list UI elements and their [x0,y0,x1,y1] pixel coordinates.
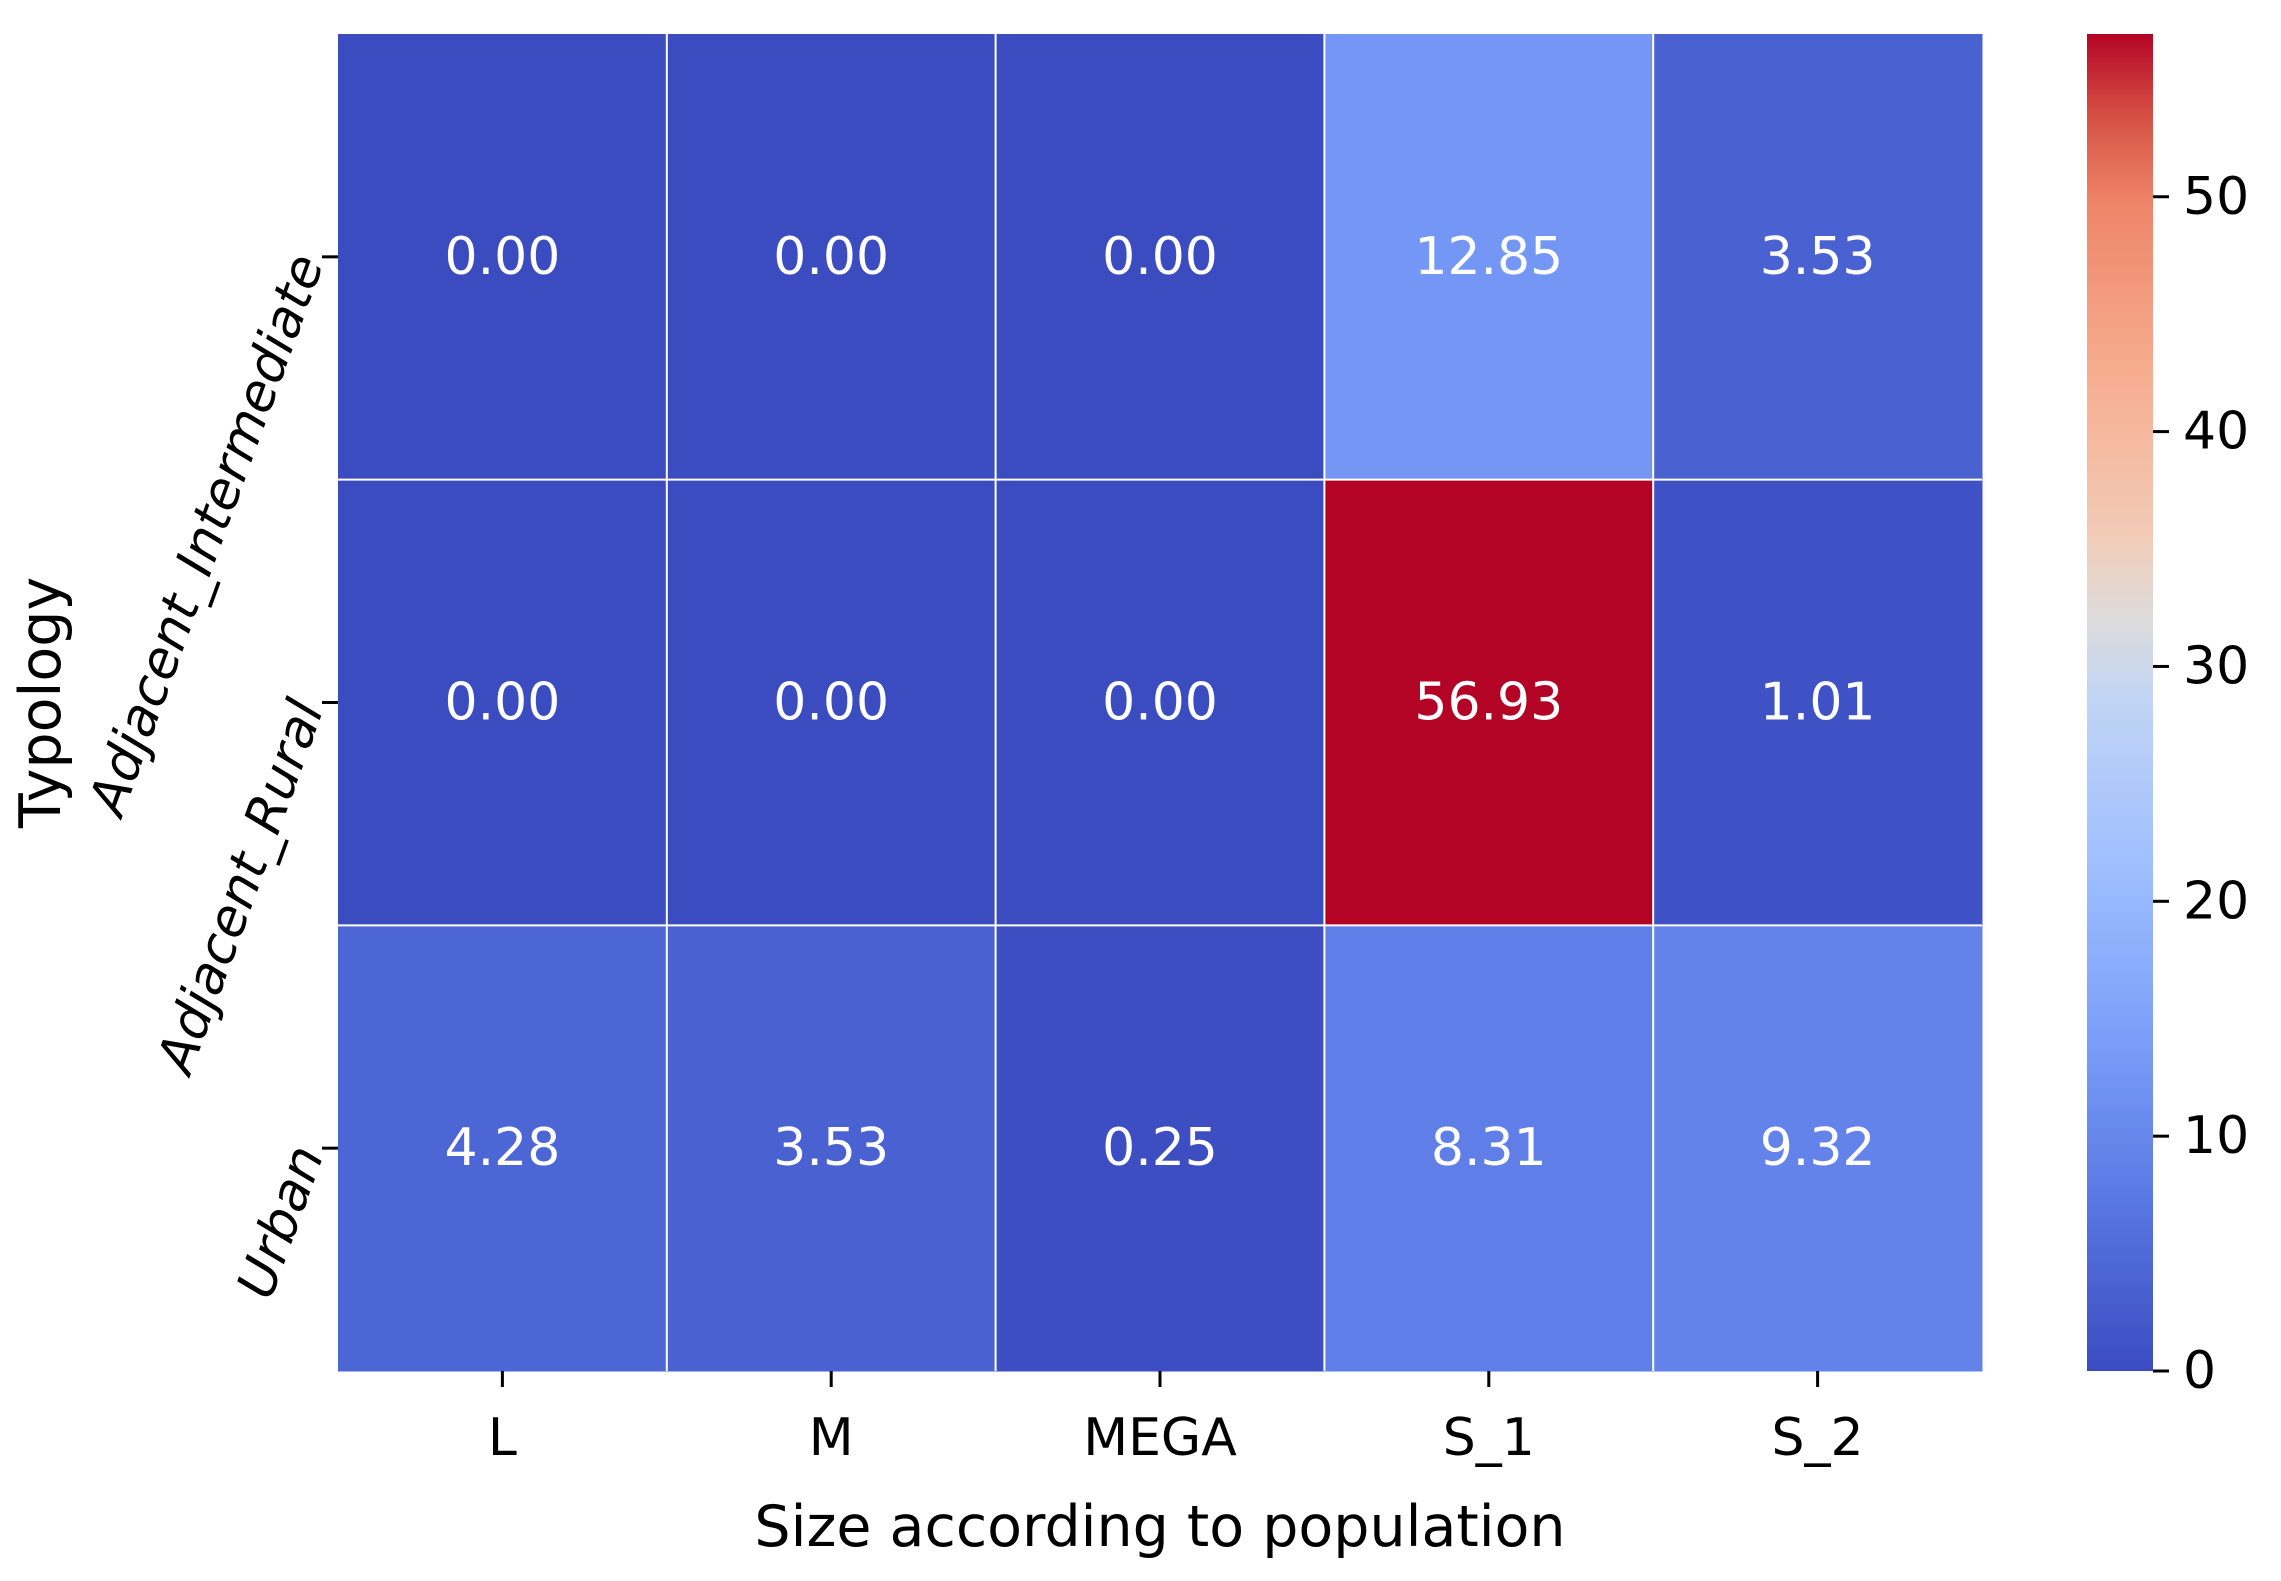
heatmap-cell-Urban-MEGA [995,925,1325,1372]
heatmap-cell-Urban-L [338,925,668,1372]
colorbar: 0 10 20 30 40 50 [2087,34,2249,1401]
colorbar-gradient [2087,34,2153,1371]
y-tick-label: Adjacent_Rural [145,692,337,1084]
colorbar-tick-label: 30 [2183,636,2249,696]
x-tick-label: S_1 [1443,1408,1535,1468]
heatmap-cell-Urban-S_2 [1653,925,1983,1372]
cell-value-label: 0.00 [1102,227,1218,287]
heatmap-cell-Adjacent_Rural-L [338,479,668,926]
colorbar-tick-label: 50 [2183,167,2249,227]
heatmap-cell-Adjacent_Intermediate-S_1 [1324,34,1654,481]
colorbar-tick-label: 0 [2183,1341,2216,1401]
cell-value-label: 3.53 [1760,227,1876,287]
colorbar-tick-label: 10 [2183,1106,2249,1166]
x-tick-label: MEGA [1083,1408,1237,1468]
cell-value-label: 0.00 [445,227,561,287]
heatmap-cells [338,34,1983,1372]
cell-value-label: 1.01 [1760,673,1876,733]
cell-value-label: 12.85 [1414,227,1563,287]
cell-value-label: 0.00 [773,673,889,733]
heatmap-grid-lines [338,34,1982,1371]
heatmap-cell-Urban-S_1 [1324,925,1654,1372]
cell-value-label: 0.25 [1102,1118,1218,1178]
cell-value-label: 9.32 [1760,1118,1876,1178]
colorbar-tick-label: 20 [2183,871,2249,931]
heatmap-cell-Adjacent_Rural-MEGA [995,479,1325,926]
heatmap-cell-Adjacent_Intermediate-L [338,34,668,481]
cell-value-label: 0.00 [445,673,561,733]
cell-value-label: 8.31 [1431,1118,1547,1178]
x-tick-label: M [809,1408,854,1468]
y-axis-title: Typology [8,577,74,829]
x-tick-label: S_2 [1772,1408,1864,1468]
heatmap-cell-Adjacent_Rural-S_1 [1324,479,1654,926]
heatmap-cell-Adjacent_Rural-S_2 [1653,479,1983,926]
x-axis: L M MEGA S_1 S_2 [488,1371,1864,1468]
cell-value-label: 0.00 [773,227,889,287]
cell-value-label: 3.53 [773,1118,889,1178]
heatmap-cell-Urban-M [666,925,997,1372]
cell-value-label: 0.00 [1102,673,1218,733]
heatmap-cell-Adjacent_Intermediate-S_2 [1653,34,1983,481]
heatmap-cell-Adjacent_Intermediate-MEGA [995,34,1325,481]
x-tick-label: L [488,1408,517,1468]
cell-value-label: 56.93 [1414,673,1563,733]
cell-value-label: 4.28 [445,1118,561,1178]
heatmap-cell-Adjacent_Rural-M [666,479,997,926]
heatmap-cell-Adjacent_Intermediate-M [666,34,997,481]
y-tick-label: Urban [226,1138,336,1306]
heatmap-cell-labels: 0.00 0.00 0.00 12.85 3.53 0.00 0.00 0.00 56.93 1.… [445,227,1876,1178]
x-axis-title: Size according to population [754,1494,1565,1560]
colorbar-tick-label: 40 [2183,402,2249,462]
